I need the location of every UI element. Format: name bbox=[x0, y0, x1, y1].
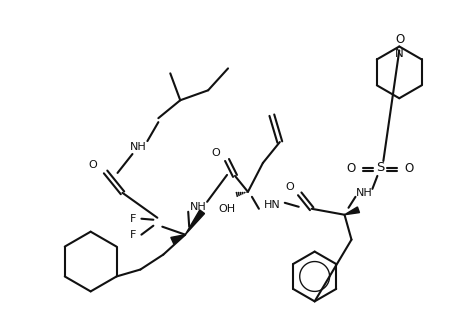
Text: F: F bbox=[130, 230, 136, 240]
Text: O: O bbox=[212, 148, 220, 158]
Polygon shape bbox=[171, 235, 185, 244]
Text: O: O bbox=[88, 160, 97, 170]
Text: F: F bbox=[130, 214, 136, 224]
Text: OH: OH bbox=[218, 204, 235, 214]
Text: O: O bbox=[347, 163, 356, 175]
Text: NH: NH bbox=[190, 202, 207, 212]
Text: O: O bbox=[405, 163, 414, 175]
Text: NH: NH bbox=[130, 142, 147, 152]
Polygon shape bbox=[185, 210, 204, 235]
Polygon shape bbox=[345, 207, 360, 215]
Text: S: S bbox=[376, 162, 385, 175]
Text: NH: NH bbox=[356, 188, 373, 198]
Text: HN: HN bbox=[263, 200, 280, 210]
Text: O: O bbox=[286, 182, 294, 192]
Text: O: O bbox=[396, 33, 405, 46]
Text: N: N bbox=[395, 47, 404, 60]
